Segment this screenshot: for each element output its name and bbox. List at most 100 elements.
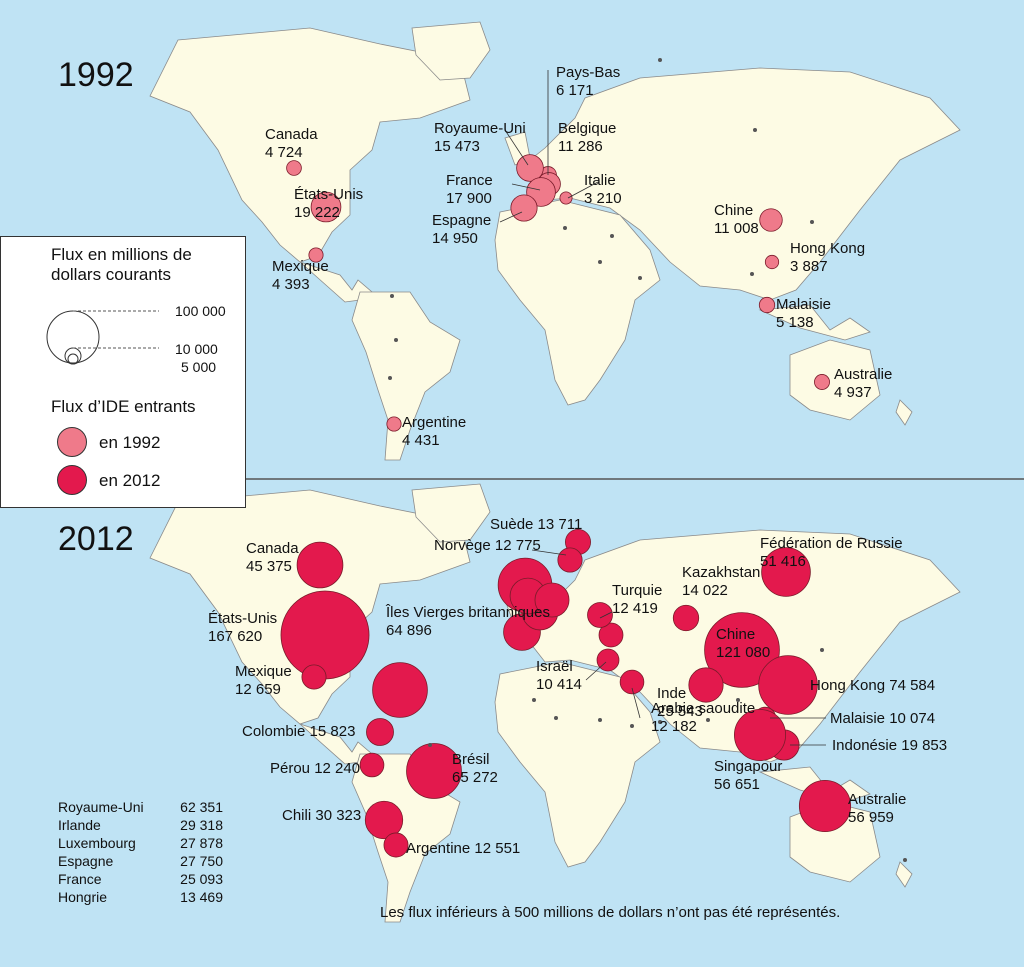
bubble-1992-2 — [308, 247, 324, 263]
country-value: 56 651 — [714, 776, 760, 793]
minor-point — [736, 698, 740, 702]
landmass — [299, 723, 373, 765]
summary-country: France — [58, 871, 102, 887]
summary-country: Espagne — [58, 853, 114, 869]
bubble-1992-3 — [386, 416, 402, 432]
country-label-1992: États-Unis 19 222 — [294, 186, 363, 222]
country-label-1992: Espagne 14 950 — [432, 212, 491, 248]
country-name: Suède — [490, 516, 534, 533]
landmass — [411, 483, 491, 543]
summary-value: 13 469 — [180, 889, 223, 905]
bubble-2012-3 — [301, 664, 327, 690]
country-label-1992: Mexique 4 393 — [272, 258, 329, 294]
bubble-2012-11 — [598, 622, 624, 648]
country-value: 11 286 — [558, 138, 603, 155]
landmass — [494, 661, 661, 868]
landmass — [519, 67, 961, 301]
minor-point — [750, 272, 754, 276]
country-value: 12 182 — [651, 718, 697, 735]
landmass — [411, 21, 491, 81]
country-name: Hong Kong — [790, 240, 866, 257]
europe-summary-2012: Royaume-Uni 62 351 Irlande 29 318 Luxembourg… — [58, 798, 223, 906]
footnote: Les flux inférieurs à 500 millions de do… — [380, 904, 841, 921]
country-label-1992: Malaisie 5 138 — [776, 296, 831, 332]
legend-swatch-1992 — [57, 427, 87, 457]
country-name: Chine — [716, 626, 756, 643]
country-name: France — [446, 172, 493, 189]
bubble-2012-16 — [688, 667, 724, 703]
country-name: Brésil — [452, 751, 490, 768]
country-name: Espagne — [432, 212, 492, 229]
country-value: 56 959 — [848, 809, 894, 826]
country-value: 17 900 — [446, 190, 492, 207]
bubble-2012-10 — [557, 547, 583, 573]
landmass — [758, 304, 871, 341]
summary-country: Irlande — [58, 817, 101, 833]
country-value: 45 375 — [246, 558, 292, 575]
country-label-1992: Pays-Bas 6 171 — [556, 64, 620, 100]
country-name: Chili — [282, 807, 312, 824]
country-value: 25 543 — [657, 703, 703, 720]
country-label-2012: Pérou 12 240 — [270, 760, 360, 778]
country-value: 12 775 — [494, 537, 541, 554]
summary-row: Irlande 29 318 — [58, 816, 223, 834]
country-name: Australie — [848, 791, 907, 808]
country-name: Hong Kong — [810, 677, 886, 694]
country-label-2012: Chine 121 080 — [716, 626, 770, 662]
country-label-1992: Australie 4 937 — [834, 366, 892, 402]
country-name: Argentine — [402, 414, 467, 431]
bubble-2012-0 — [296, 541, 344, 589]
country-value: 19 222 — [294, 204, 340, 221]
legend-scale-100000: 100 000 — [175, 303, 226, 319]
country-label-2012: Australie 56 959 — [848, 791, 906, 827]
country-label-2012: Suède 13 711 — [490, 516, 582, 534]
country-name: Argentine — [406, 840, 471, 857]
minor-point — [388, 376, 392, 380]
country-name: Pérou — [270, 760, 311, 777]
country-label-2012: Inde 25 543 — [657, 685, 703, 721]
bubble-2012-15 — [596, 648, 620, 672]
country-name: Pays-Bas — [556, 64, 621, 81]
bubble-2012-4 — [366, 718, 394, 746]
summary-country: Hongrie — [58, 889, 108, 905]
country-label-1992: Belgique 11 286 — [558, 120, 616, 156]
country-name: États-Unis — [208, 610, 278, 627]
legend: Flux en millions de dollars courants 100… — [0, 236, 246, 508]
country-label-2012: Argentine 12 551 — [406, 840, 520, 858]
country-name: Australie — [834, 366, 893, 383]
country-label-1992: Royaume-Uni 15 473 — [434, 120, 526, 156]
leader-line — [531, 549, 567, 556]
country-name: Fédération de Russie — [760, 535, 903, 552]
summary-row: Hongrie 13 469 — [58, 888, 223, 906]
leader-line — [511, 183, 541, 191]
bubble-1992-5 — [516, 154, 544, 182]
country-value: 11 008 — [714, 220, 759, 237]
country-value: 6 171 — [556, 82, 594, 99]
country-name: Turquie — [612, 582, 663, 599]
country-label-1992: Hong Kong 3 887 — [790, 240, 865, 276]
bubble-2012-7 — [364, 800, 404, 840]
country-value: 121 080 — [716, 644, 771, 661]
bubble-1992-8 — [559, 191, 573, 205]
minor-point — [610, 234, 614, 238]
landmass — [351, 291, 461, 461]
country-label-2012: Colombie 15 823 — [242, 723, 355, 741]
country-label-1992: Italie 3 210 — [584, 172, 622, 208]
summary-row: France 25 093 — [58, 870, 223, 888]
country-label-2012: Kazakhstan 14 022 — [682, 564, 760, 600]
country-value: 19 853 — [901, 737, 948, 754]
country-name: Mexique — [235, 663, 292, 680]
minor-point — [630, 724, 634, 728]
country-label-2012: Mexique 12 659 — [235, 663, 292, 699]
country-label-2012: Fédération de Russie 51 416 — [760, 535, 903, 571]
country-value: 12 551 — [474, 840, 521, 857]
bubble-2012-5 — [359, 752, 385, 778]
country-value: 10 074 — [889, 710, 936, 727]
legend-scale — [46, 310, 159, 365]
country-name: Inde — [657, 685, 687, 702]
bubble-2012-14 — [704, 612, 780, 688]
bubble-1992-11 — [764, 254, 780, 270]
minor-point — [658, 58, 662, 62]
legend-subtitle: Flux d’IDE entrants — [51, 397, 196, 416]
